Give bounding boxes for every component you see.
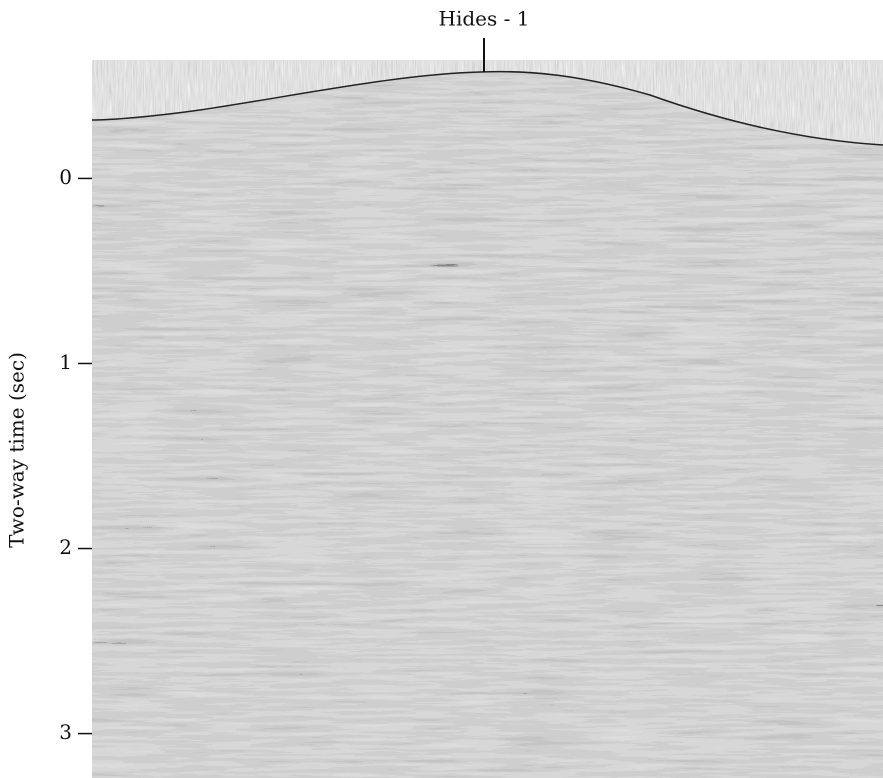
- well-label: Hides - 1: [439, 7, 530, 31]
- y-axis-label: Two-way time (sec): [5, 352, 29, 548]
- y-tick-label: 1: [59, 350, 72, 374]
- y-tick-label: 0: [59, 165, 72, 189]
- y-tick-label: 2: [59, 535, 72, 559]
- seafloor-horizon: [91, 70, 883, 146]
- seismic-section: [92, 60, 883, 778]
- y-tick-label: 3: [59, 720, 72, 744]
